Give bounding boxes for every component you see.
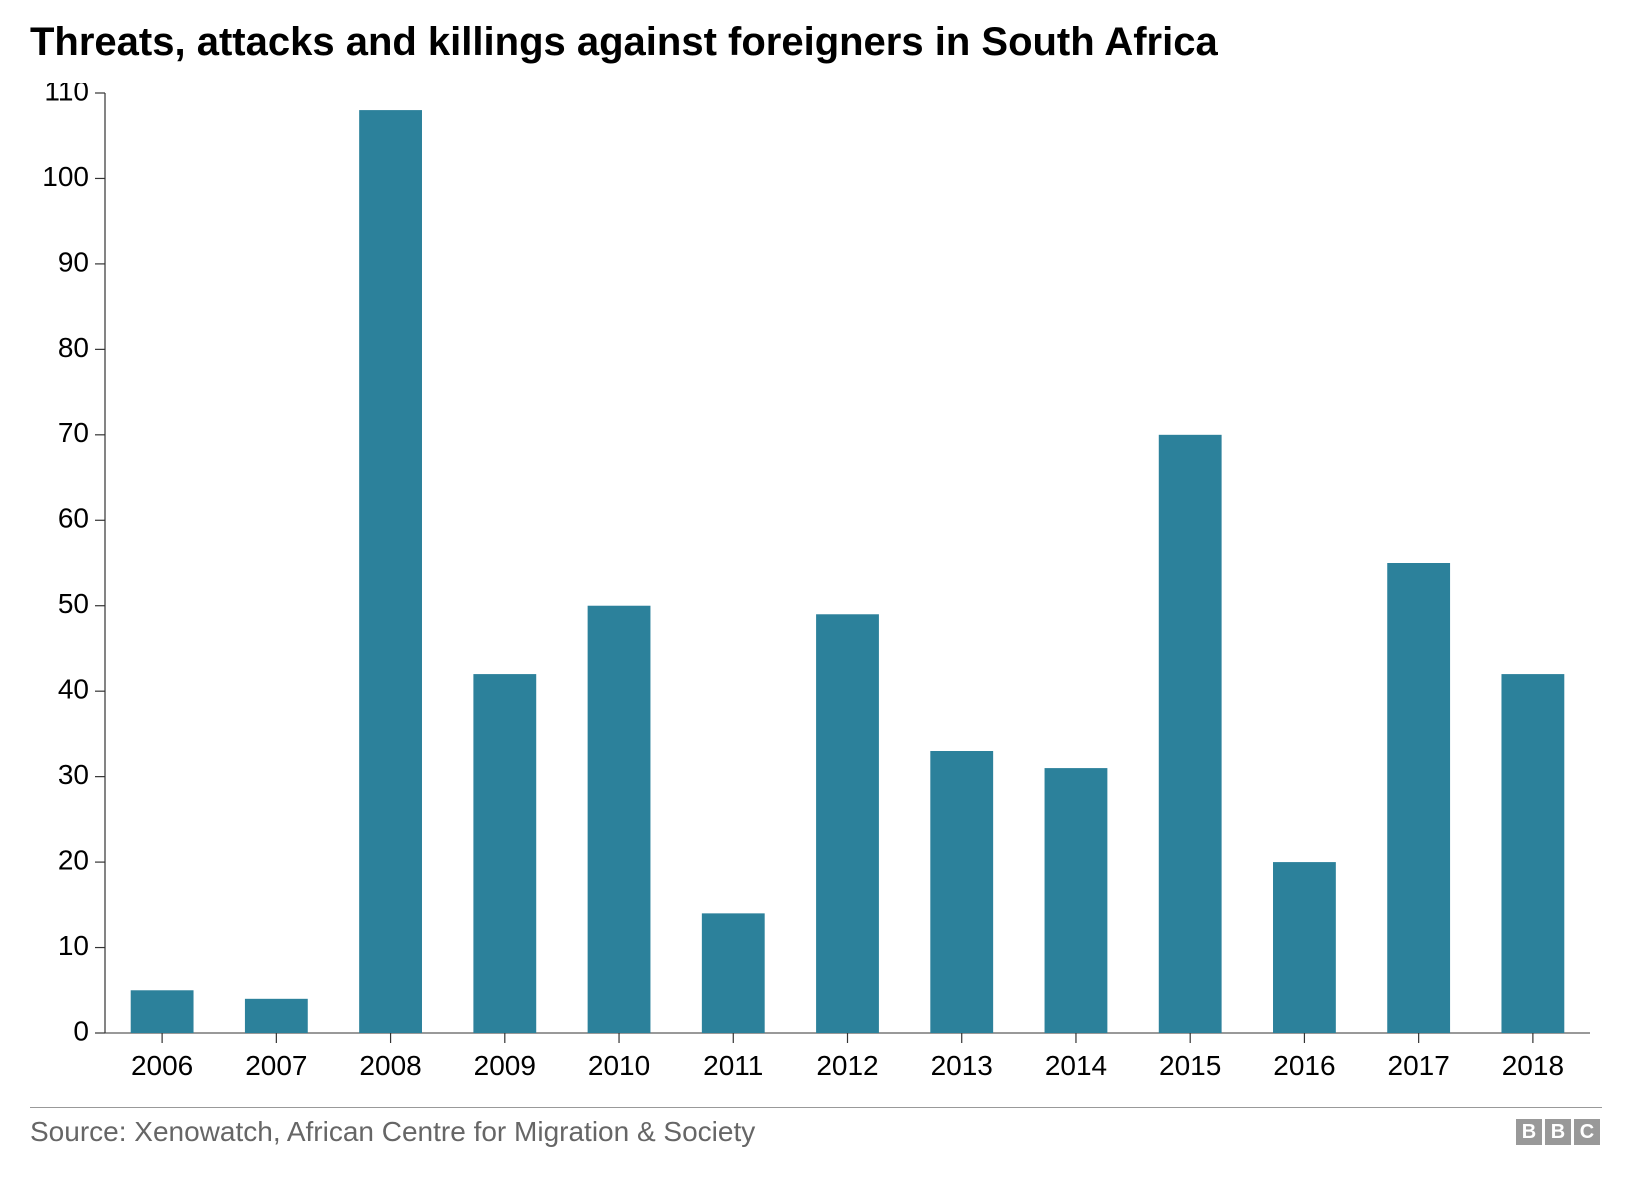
y-tick-label: 10 xyxy=(58,930,89,961)
y-tick-label: 40 xyxy=(58,674,89,705)
chart-plot-area: 0 10 20 30 40 50 60 70 80 90 100 110 2006 2007 2008 200… xyxy=(30,83,1600,1093)
x-tick-label: 2017 xyxy=(1388,1050,1450,1081)
bar xyxy=(702,913,765,1033)
bar xyxy=(131,990,194,1033)
bar xyxy=(1387,563,1450,1033)
bbc-logo-box: B xyxy=(1516,1119,1542,1145)
x-tick-label: 2008 xyxy=(359,1050,421,1081)
y-tick-label: 90 xyxy=(58,246,89,277)
bbc-logo-box: B xyxy=(1545,1119,1571,1145)
x-tick-label: 2011 xyxy=(703,1050,763,1081)
y-tick-label: 80 xyxy=(58,332,89,363)
bar xyxy=(359,110,422,1033)
y-tick-label: 70 xyxy=(58,417,89,448)
bar xyxy=(473,674,536,1033)
x-tick-label: 2016 xyxy=(1273,1050,1335,1081)
bar xyxy=(245,999,308,1033)
y-tick-label: 30 xyxy=(58,759,89,790)
bar xyxy=(1045,768,1108,1033)
chart-container: Threats, attacks and killings against fo… xyxy=(0,0,1632,1186)
y-tick-label: 0 xyxy=(73,1015,89,1046)
chart-footer: Source: Xenowatch, African Centre for Mi… xyxy=(30,1116,1600,1148)
chart-title: Threats, attacks and killings against fo… xyxy=(30,20,1602,65)
x-tick-label: 2010 xyxy=(588,1050,650,1081)
bar xyxy=(930,751,993,1033)
footer-divider xyxy=(30,1107,1602,1108)
bar xyxy=(816,614,879,1033)
bbc-logo: B B C xyxy=(1516,1119,1600,1145)
x-tick-label: 2014 xyxy=(1045,1050,1107,1081)
source-text: Source: Xenowatch, African Centre for Mi… xyxy=(30,1116,755,1148)
y-tick-label: 50 xyxy=(58,588,89,619)
x-tick-label: 2007 xyxy=(245,1050,307,1081)
x-tick-label: 2015 xyxy=(1159,1050,1221,1081)
bar xyxy=(1159,435,1222,1033)
x-tick-label: 2013 xyxy=(931,1050,993,1081)
y-tick-label: 20 xyxy=(58,844,89,875)
bar xyxy=(1273,862,1336,1033)
x-tick-label: 2018 xyxy=(1502,1050,1564,1081)
bar-chart-svg: 0 10 20 30 40 50 60 70 80 90 100 110 2006 2007 2008 200… xyxy=(30,83,1600,1093)
x-tick-label: 2009 xyxy=(474,1050,536,1081)
y-tick-label: 100 xyxy=(42,161,89,192)
y-tick-label: 60 xyxy=(58,503,89,534)
bar xyxy=(588,606,651,1033)
x-tick-label: 2012 xyxy=(816,1050,878,1081)
bar xyxy=(1501,674,1564,1033)
bbc-logo-box: C xyxy=(1574,1119,1600,1145)
x-tick-label: 2006 xyxy=(131,1050,193,1081)
y-tick-label: 110 xyxy=(44,83,89,106)
